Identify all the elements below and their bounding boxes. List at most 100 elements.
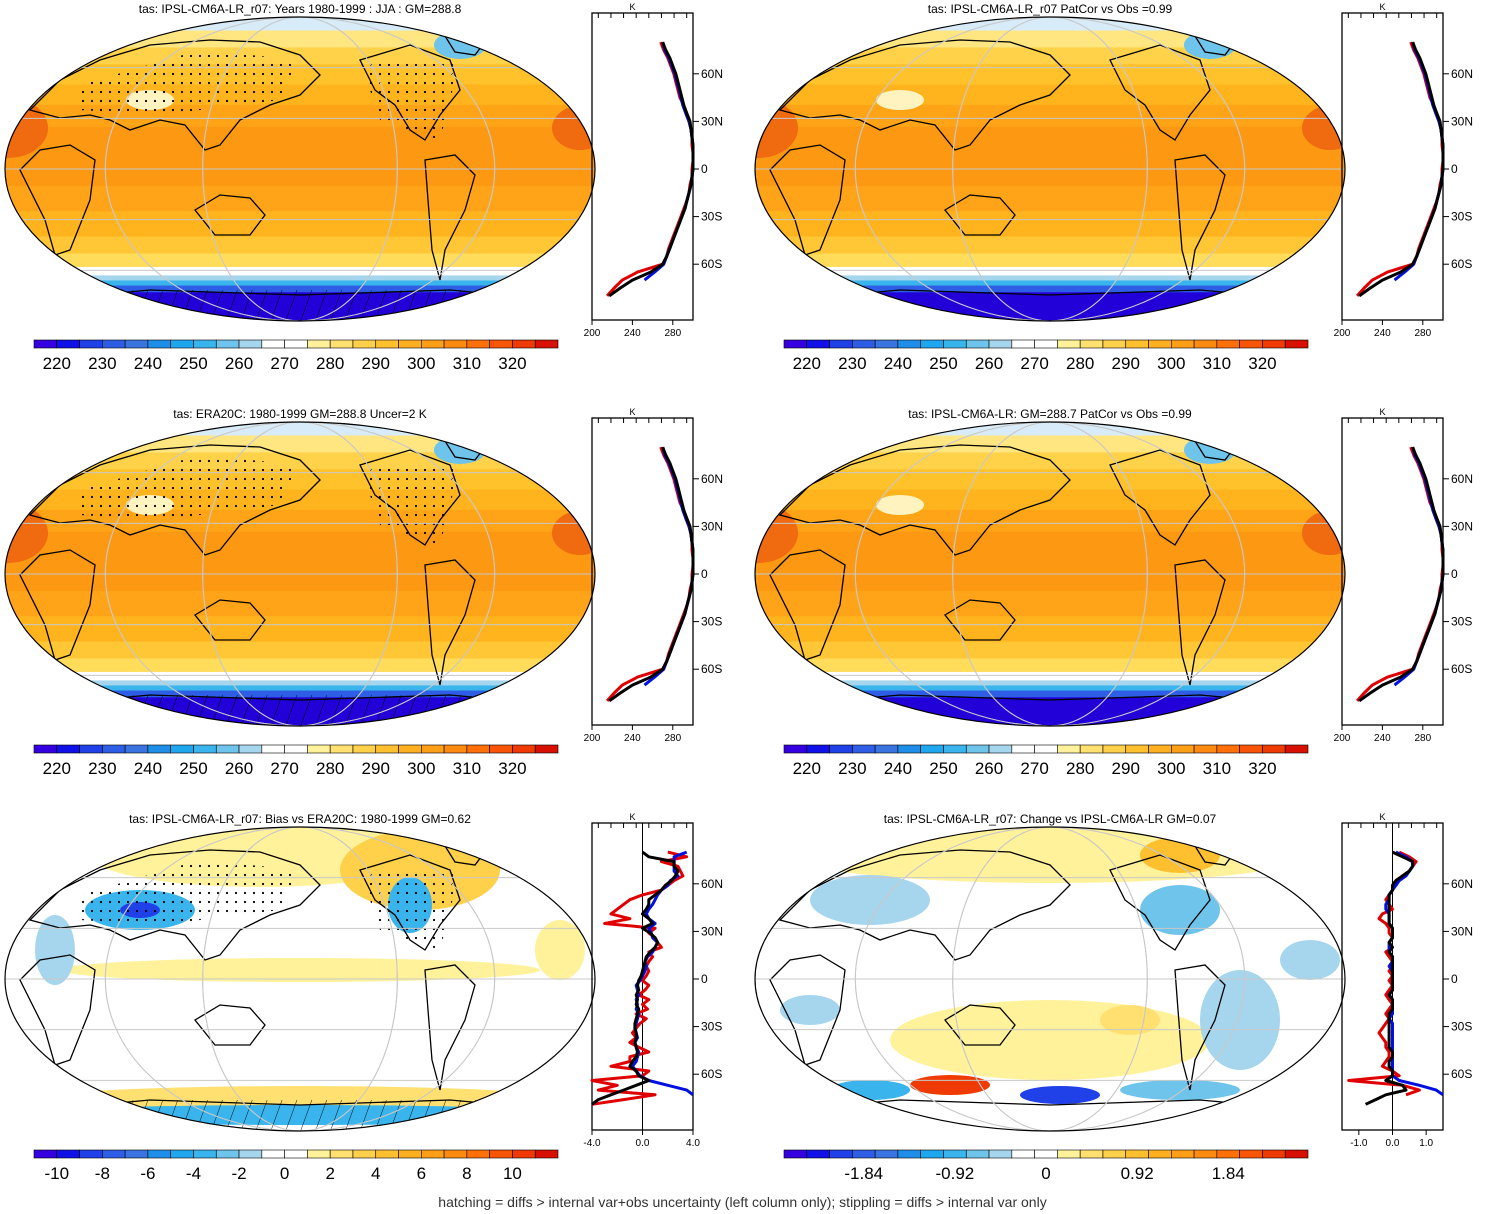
colorbar-label: 0.92 bbox=[1121, 1164, 1154, 1183]
colorbar-label: 300 bbox=[1157, 759, 1185, 778]
x-tick-label: -1.0 bbox=[1350, 1138, 1368, 1149]
map-border bbox=[754, 421, 1346, 727]
colorbar-swatch bbox=[170, 339, 194, 349]
map-band bbox=[5, 422, 595, 437]
panel-title: tas: IPSL-CM6A-LR: GM=288.7 PatCor vs Ob… bbox=[908, 407, 1192, 421]
map-band bbox=[5, 671, 595, 681]
colorbar-swatch bbox=[329, 744, 354, 754]
continent-outline bbox=[28, 39, 321, 151]
lat-tick-label: 30S bbox=[1451, 1020, 1472, 1034]
unit-label: K bbox=[1379, 407, 1385, 417]
x-tick-label: 240 bbox=[1374, 733, 1391, 744]
lat-tick-label: 30N bbox=[1451, 924, 1473, 938]
continent-outline bbox=[944, 194, 1016, 236]
colorbar-label: -1.84 bbox=[844, 1164, 883, 1183]
continent-outline bbox=[1174, 154, 1226, 281]
colorbar: -10 -8 -6 -4 -2 0 2 4 6 8 10 bbox=[33, 1149, 559, 1183]
panel-title: tas: ERA20C: 1980-1999 GM=288.8 Uncer=2 … bbox=[173, 407, 427, 421]
colorbar-swatch bbox=[988, 1149, 1013, 1159]
colorbar-label: 300 bbox=[407, 354, 435, 373]
map-anomaly bbox=[535, 920, 585, 980]
unit-label: K bbox=[629, 407, 635, 417]
profile-series-line bbox=[605, 446, 695, 702]
x-tick-label: 280 bbox=[664, 733, 681, 744]
longitude-line bbox=[952, 17, 1148, 321]
colorbar-swatch bbox=[806, 744, 830, 754]
x-tick-label: 0.0 bbox=[1386, 1138, 1400, 1149]
x-tick-label: 4.0 bbox=[686, 1138, 700, 1149]
map-anomaly bbox=[60, 958, 540, 982]
colorbar-swatch bbox=[1216, 1149, 1240, 1159]
lat-tick-label: 0 bbox=[1451, 972, 1458, 986]
colorbar-label: 250 bbox=[929, 354, 957, 373]
stipple-region bbox=[80, 50, 300, 115]
map-border bbox=[754, 826, 1346, 1132]
longitude-line bbox=[202, 422, 398, 726]
colorbar-label: 1.84 bbox=[1212, 1164, 1245, 1183]
continent-outline bbox=[19, 144, 96, 256]
lat-tick-label: 30N bbox=[701, 519, 723, 533]
colorbar-swatch bbox=[943, 339, 967, 349]
colorbar-swatch bbox=[284, 744, 308, 754]
longitude-line bbox=[952, 422, 1148, 726]
colorbar-swatch bbox=[920, 339, 944, 349]
colorbar-swatch bbox=[534, 339, 559, 349]
map-band bbox=[755, 185, 1345, 212]
footer-note: hatching = diffs > internal var+obs unce… bbox=[438, 1194, 1047, 1210]
colorbar-swatch bbox=[33, 744, 58, 754]
map-field bbox=[5, 422, 595, 726]
map-band bbox=[755, 17, 1345, 32]
colorbar-label: 260 bbox=[225, 759, 253, 778]
colorbar-label: 280 bbox=[316, 354, 344, 373]
colorbar-swatch bbox=[920, 1149, 944, 1159]
panel-top-left: tas: IPSL-CM6A-LR_r07: Years 1980-1999 :… bbox=[0, 0, 742, 404]
colorbar-swatch bbox=[897, 339, 921, 349]
stipple-region bbox=[80, 455, 300, 520]
colorbar-swatch bbox=[965, 1149, 990, 1159]
longitude-line bbox=[854, 17, 1246, 321]
colorbar-label: 310 bbox=[453, 759, 481, 778]
colorbar-label: 280 bbox=[1066, 354, 1094, 373]
lat-tick-label: 30S bbox=[1451, 210, 1472, 224]
continent-outline bbox=[1109, 449, 1211, 546]
colorbar-swatch bbox=[1193, 1149, 1218, 1159]
graticule bbox=[755, 17, 1345, 321]
colorbar-swatch bbox=[1239, 339, 1263, 349]
hatch-region bbox=[5, 695, 595, 726]
colorbar-swatch bbox=[874, 339, 899, 349]
colorbar-swatch bbox=[1284, 744, 1309, 754]
continent-outline bbox=[778, 39, 1071, 151]
panel-title: tas: IPSL-CM6A-LR_r07: Years 1980-1999 :… bbox=[138, 2, 462, 16]
map-anomaly bbox=[790, 827, 1310, 883]
zonal-profile: 60N 30N 0 30S 60S 200 240 280 K bbox=[1334, 407, 1473, 744]
colorbar-swatch bbox=[147, 1149, 171, 1159]
stipple-region bbox=[360, 60, 460, 140]
x-tick-label: 200 bbox=[1334, 733, 1351, 744]
lat-tick-label: 60N bbox=[1451, 877, 1473, 891]
colorbar-swatch bbox=[489, 339, 513, 349]
profile-series-line bbox=[608, 41, 695, 298]
colorbar-swatch bbox=[215, 744, 240, 754]
continent-outline bbox=[424, 154, 476, 281]
stipple-region bbox=[80, 860, 300, 925]
colorbar: 220 230 240 250 260 270 280 290 300 310 320 bbox=[783, 339, 1309, 373]
colorbar-swatch bbox=[102, 339, 126, 349]
lat-tick-label: 30S bbox=[701, 1020, 722, 1034]
colorbar-swatch bbox=[215, 1149, 240, 1159]
colorbar-swatch bbox=[375, 339, 399, 349]
colorbar-swatch bbox=[1125, 1149, 1149, 1159]
lat-tick-label: 60N bbox=[1451, 472, 1473, 486]
colorbar-swatch bbox=[1102, 1149, 1127, 1159]
continent-outline bbox=[1109, 854, 1211, 951]
map-band bbox=[755, 211, 1345, 238]
colorbar-swatch bbox=[33, 339, 58, 349]
colorbar-swatch bbox=[466, 1149, 490, 1159]
map-band bbox=[755, 509, 1345, 533]
colorbar-swatch bbox=[1171, 339, 1195, 349]
continent-outline bbox=[19, 954, 96, 1066]
colorbar-swatch bbox=[1011, 744, 1035, 754]
colorbar-label: 280 bbox=[1066, 759, 1094, 778]
graticule bbox=[755, 827, 1345, 1131]
colorbar: 220 230 240 250 260 270 280 290 300 310 320 bbox=[783, 744, 1309, 778]
unit-label: K bbox=[1379, 812, 1385, 822]
